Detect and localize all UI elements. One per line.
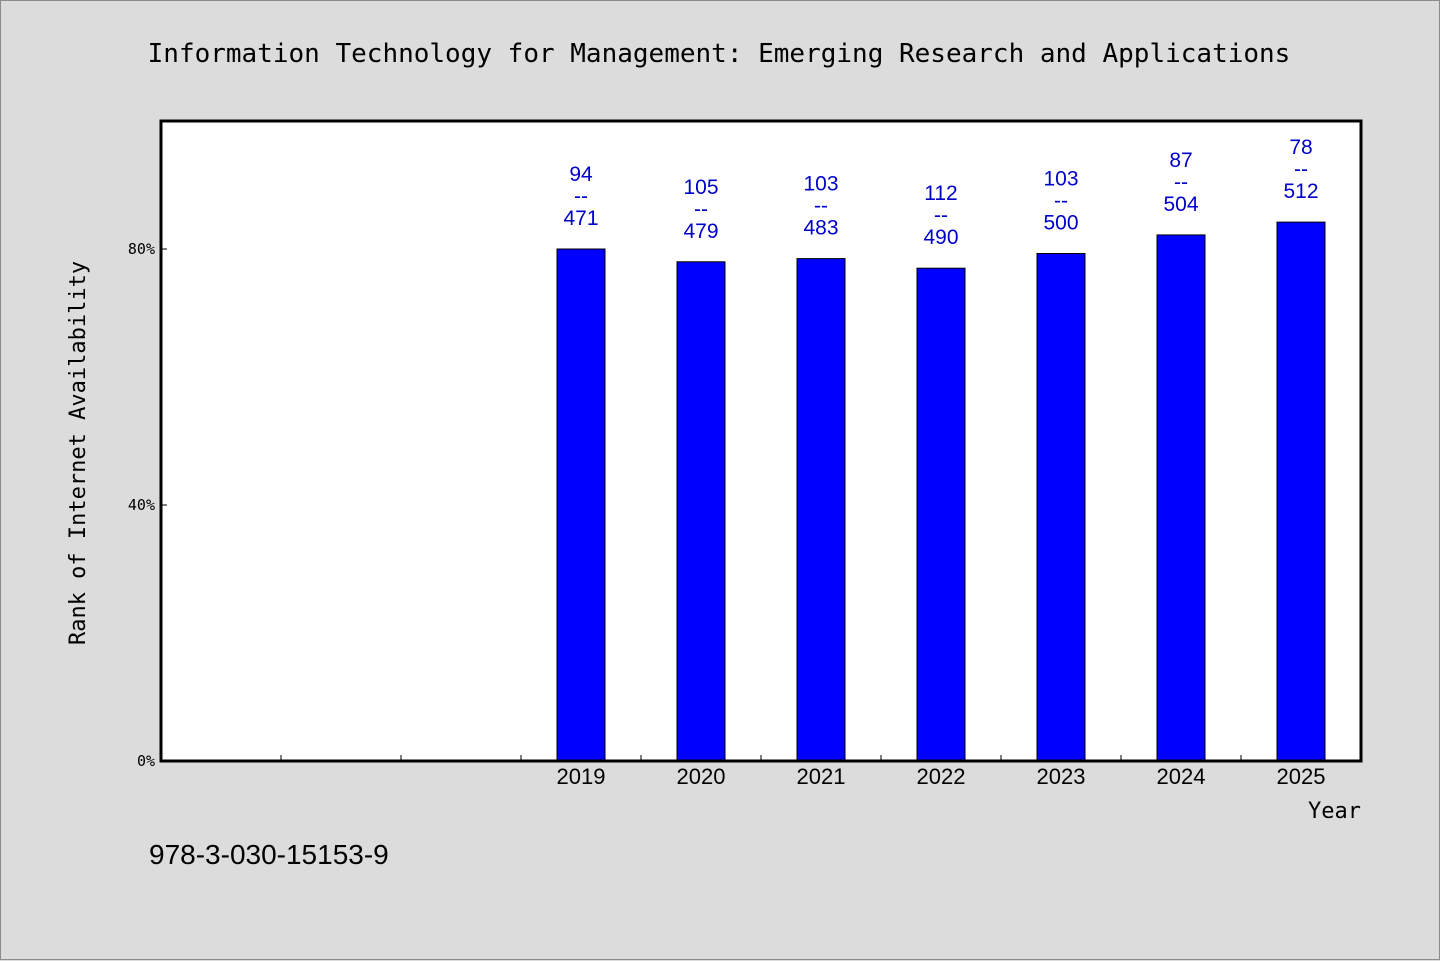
- bar-data-label: --: [1174, 171, 1188, 194]
- bar-data-label: --: [814, 195, 828, 218]
- bar: [1276, 221, 1326, 762]
- y-axis-label: Rank of Internet Availability: [66, 261, 91, 645]
- bar: [676, 261, 726, 762]
- bar: [796, 258, 846, 762]
- bar-data-label: 490: [923, 226, 958, 249]
- bar-data-label: 479: [683, 220, 718, 243]
- bar-data-label: --: [934, 204, 948, 227]
- bar-data-label: 483: [803, 217, 838, 240]
- bar-data-label: --: [1294, 158, 1308, 181]
- x-ticks-group: 2019 2020 2021 2022 2023 2024 2025: [280, 755, 1326, 789]
- isbn-footer: 978-3-030-15153-9: [149, 839, 389, 870]
- x-tick-label: 2024: [1157, 764, 1206, 789]
- chart-title: Information Technology for Management: E…: [148, 39, 1291, 69]
- bar-data-label: 78: [1289, 136, 1312, 159]
- bar-data-label: 500: [1043, 211, 1078, 234]
- x-axis-label: Year: [1308, 799, 1361, 824]
- y-tick-label: 80%: [128, 240, 155, 258]
- bar-data-label: 103: [803, 173, 838, 196]
- bar: [916, 267, 966, 762]
- bar: [1036, 252, 1086, 762]
- bars-group: [556, 221, 1326, 762]
- x-tick-label: 2022: [917, 764, 966, 789]
- bar-data-label: 105: [683, 176, 718, 199]
- bar-data-label: 94: [569, 163, 593, 186]
- bar-data-label: 103: [1043, 167, 1078, 190]
- bar-data-label: 504: [1163, 193, 1198, 216]
- bar-data-label: 112: [924, 182, 957, 205]
- bar-data-label: --: [1054, 189, 1068, 212]
- bar-labels-group: 94--471105--479103--483112--490103--5008…: [563, 136, 1318, 249]
- x-tick-label: 2025: [1277, 764, 1326, 789]
- x-tick-label: 2021: [797, 764, 846, 789]
- x-tick-label: 2020: [677, 764, 726, 789]
- bar-data-label: 512: [1283, 180, 1318, 203]
- bar-data-label: --: [694, 198, 708, 221]
- bar: [556, 248, 606, 762]
- y-tick-label: 0%: [137, 752, 155, 770]
- bar-data-label: 87: [1169, 149, 1192, 172]
- bar: [1156, 234, 1206, 762]
- bar-data-label: --: [574, 185, 588, 208]
- x-tick-label: 2023: [1037, 764, 1086, 789]
- y-tick-label: 40%: [128, 496, 155, 514]
- y-ticks-group: 0% 40% 80%: [128, 240, 167, 770]
- bar-data-label: 471: [563, 207, 598, 230]
- x-tick-label: 2019: [557, 764, 606, 789]
